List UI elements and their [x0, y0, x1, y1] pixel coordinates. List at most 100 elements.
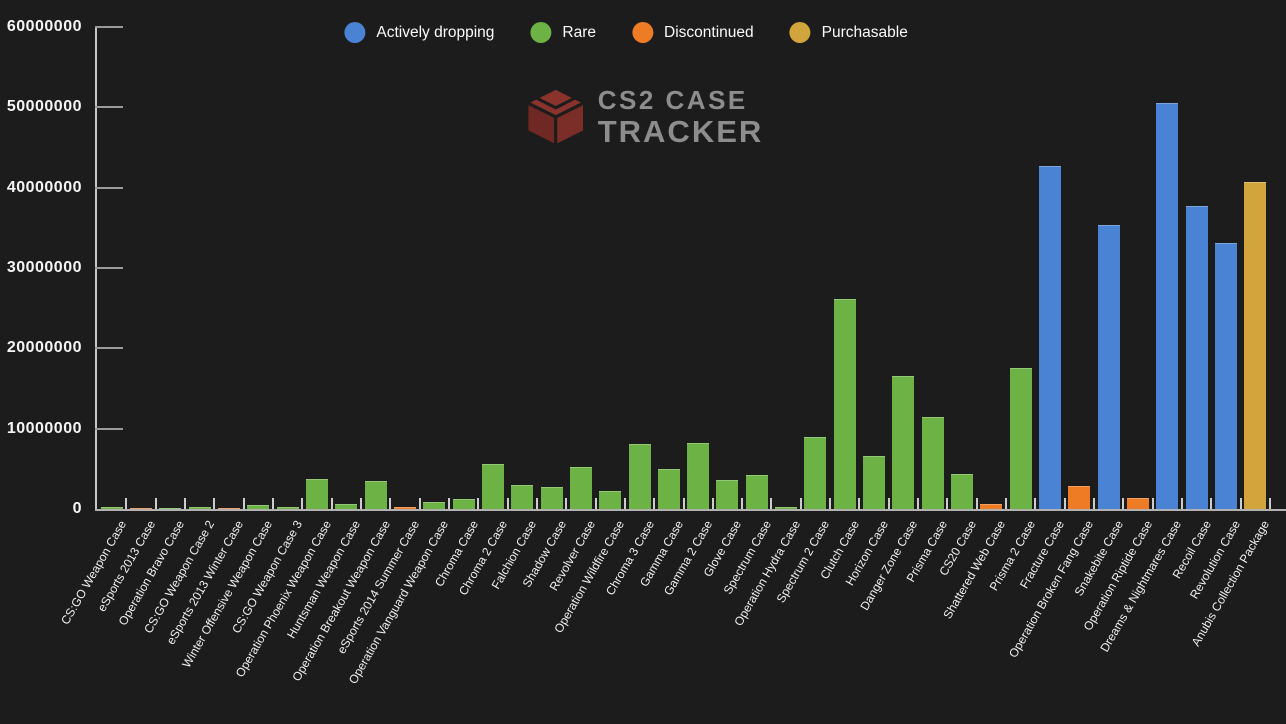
chart-bar-gamma-case[interactable]: [657, 468, 680, 509]
legend-item-actively_dropping[interactable]: Actively dropping: [344, 22, 494, 43]
legend-swatch-icon: [530, 22, 552, 43]
chart-bar-cs-go-weapon-case[interactable]: [100, 507, 123, 509]
chart-bar-operation-hydra-case[interactable]: [775, 507, 798, 509]
x-axis-tick: [359, 498, 362, 511]
logo-title: CS2 CASE TRACKER: [598, 87, 764, 147]
chart-bar-chroma-2-case[interactable]: [481, 464, 504, 509]
legend-swatch-icon: [632, 22, 654, 43]
x-axis-tick: [682, 498, 685, 511]
y-axis-tick-label: 40000000: [6, 178, 82, 196]
chart-bar-chroma-3-case[interactable]: [628, 443, 651, 509]
logo-title-line1: CS2 CASE: [597, 85, 748, 115]
y-axis-tick-label: 0: [72, 500, 82, 517]
y-axis-tick: [95, 347, 123, 350]
legend-swatch-icon: [344, 22, 366, 43]
legend-item-label: Rare: [562, 23, 597, 41]
x-axis-tick: [154, 498, 157, 511]
chart-bar-operation-vanguard-weapon-case[interactable]: [423, 501, 446, 509]
chart-bar-cs20-case[interactable]: [951, 473, 974, 509]
x-axis-tick: [389, 498, 392, 511]
chart-bar-danger-zone-case[interactable]: [892, 375, 915, 509]
x-axis-tick: [975, 498, 978, 511]
x-axis-tick: [1093, 498, 1096, 511]
chart-bar-cs-go-weapon-case-2[interactable]: [188, 506, 211, 509]
legend-item-label: Actively dropping: [376, 23, 495, 41]
chart-bar-huntsman-weapon-case[interactable]: [335, 504, 358, 509]
x-axis-tick: [1181, 498, 1184, 511]
x-axis-tick: [242, 498, 245, 511]
chart-bar-operation-wildfire-case[interactable]: [599, 490, 622, 509]
x-axis-tick: [623, 498, 626, 511]
x-axis-tick: [301, 498, 304, 511]
chart-bar-horizon-case[interactable]: [863, 455, 886, 509]
chart-bar-spectrum-case[interactable]: [745, 475, 768, 509]
x-axis-baseline: [95, 509, 1286, 511]
x-axis-tick: [711, 498, 714, 511]
chart-bar-revolver-case[interactable]: [569, 467, 592, 509]
chart-bar-prisma-2-case[interactable]: [1009, 368, 1032, 509]
y-axis-tick-label: 30000000: [6, 259, 82, 276]
x-axis-tick: [213, 498, 216, 511]
chart-bar-operation-riptide-case[interactable]: [1127, 497, 1150, 509]
y-axis-tick-label: 50000000: [6, 98, 82, 116]
chart-bar-cs-go-weapon-case-3[interactable]: [276, 506, 299, 509]
chart-bar-esports-2014-summer-case[interactable]: [393, 506, 416, 509]
x-axis-tick: [535, 498, 538, 511]
y-axis-tick-label: 10000000: [6, 419, 82, 437]
x-axis-tick: [946, 498, 949, 511]
x-axis-tick: [565, 498, 568, 511]
x-axis-tick: [330, 498, 333, 511]
y-axis-tick-label: 60000000: [6, 18, 82, 35]
x-axis-tick: [1063, 498, 1066, 511]
chart-bar-gamma-2-case[interactable]: [687, 443, 710, 509]
chart-bar-glove-case[interactable]: [716, 480, 739, 509]
chart-legend: Actively dropping Rare Discontinued Purchas…: [344, 22, 908, 43]
chart-bar-esports-2013-winter-case[interactable]: [217, 507, 240, 509]
chart-bar-anubis-collection-package[interactable]: [1244, 182, 1267, 509]
y-axis-tick: [95, 106, 123, 109]
legend-item-rare[interactable]: Rare: [530, 22, 596, 43]
legend-item-purchasable[interactable]: Purchasable: [789, 22, 908, 43]
chart-bar-winter-offensive-weapon-case[interactable]: [247, 504, 270, 509]
chart-bar-chroma-case[interactable]: [452, 498, 475, 509]
chart-bar-operation-broken-fang-case[interactable]: [1068, 485, 1091, 509]
legend-item-discontinued[interactable]: Discontinued: [632, 22, 754, 43]
y-axis-tick-label: 20000000: [6, 339, 82, 357]
chart-bar-snakebite-case[interactable]: [1097, 224, 1120, 509]
x-axis-tick: [770, 498, 773, 511]
y-axis-tick: [95, 186, 123, 189]
x-axis-tick: [858, 498, 861, 511]
chart-bar-falchion-case[interactable]: [511, 484, 534, 509]
x-axis-tick: [477, 498, 480, 511]
legend-item-label: Purchasable: [821, 23, 908, 41]
y-axis-tick: [95, 26, 123, 28]
chart-bar-operation-phoenix-weapon-case[interactable]: [305, 479, 328, 509]
chart-bar-revolution-case[interactable]: [1215, 243, 1237, 509]
chart-bar-clutch-case[interactable]: [833, 299, 856, 509]
x-axis-tick: [741, 498, 744, 511]
chart-bar-operation-bravo-case[interactable]: [159, 507, 182, 509]
chart-bar-prisma-case[interactable]: [921, 417, 944, 509]
x-axis-tick: [1122, 498, 1125, 511]
x-axis-tick: [183, 498, 186, 511]
x-axis-tick: [125, 498, 128, 511]
chart-bar-fracture-case[interactable]: [1039, 165, 1062, 509]
x-axis-tick: [1210, 498, 1213, 511]
chart-bar-operation-breakout-weapon-case[interactable]: [364, 480, 387, 509]
chart-bar-shadow-case[interactable]: [540, 487, 563, 509]
legend-item-label: Discontinued: [664, 23, 754, 41]
x-axis-tick: [447, 498, 450, 511]
chart-bar-recoil-case[interactable]: [1185, 206, 1208, 509]
x-axis-tick: [799, 498, 802, 511]
chart-bar-dreams-nightmares-case[interactable]: [1156, 102, 1179, 509]
chart-bar-spectrum-2-case[interactable]: [804, 436, 827, 509]
x-axis-tick: [1005, 498, 1008, 511]
y-axis-tick: [95, 267, 123, 269]
x-axis-tick: [594, 498, 597, 511]
x-axis-tick: [653, 498, 656, 511]
chart-bar-shattered-web-case[interactable]: [980, 504, 1003, 509]
chart-bar-esports-2013-case[interactable]: [129, 507, 152, 509]
logo-title-line2: TRACKER: [597, 114, 764, 149]
x-axis-tick: [1034, 498, 1037, 511]
case-cube-icon: [523, 86, 589, 148]
